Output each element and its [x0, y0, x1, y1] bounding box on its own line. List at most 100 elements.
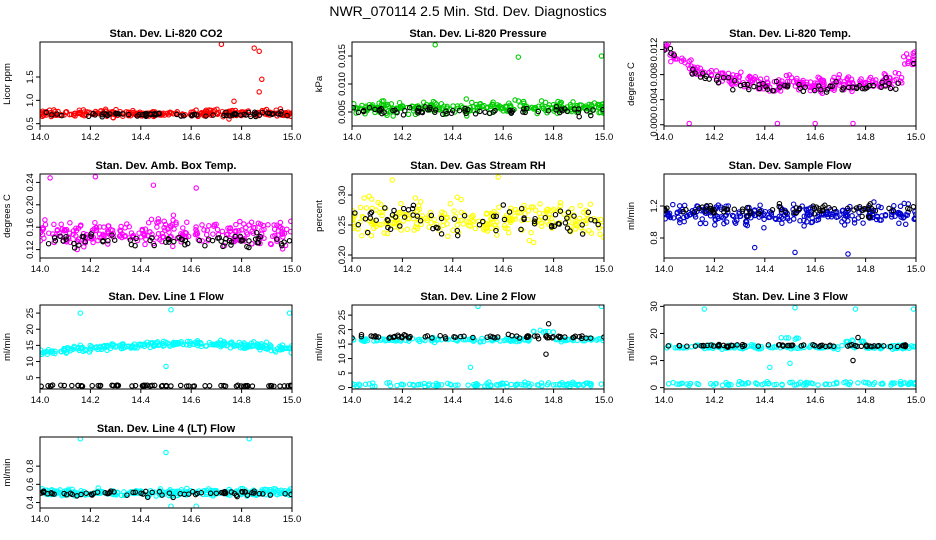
- data-point: [237, 233, 244, 240]
- y-axis-label: percent: [314, 200, 325, 232]
- data-point: [277, 383, 283, 389]
- data-point: [874, 213, 880, 219]
- y-tick-label: 10: [337, 353, 348, 364]
- data-point: [776, 213, 783, 220]
- data-point: [140, 491, 146, 497]
- data-point: [910, 58, 916, 64]
- data-point: [786, 218, 793, 224]
- data-point: [250, 339, 257, 345]
- data-point: [433, 382, 439, 389]
- data-point: [454, 194, 461, 201]
- plot-frame: [663, 173, 917, 259]
- data-point: [198, 489, 205, 496]
- data-point: [243, 343, 250, 349]
- data-point: [588, 382, 594, 389]
- x-tick-label: 14.8: [856, 132, 875, 143]
- data-point: [151, 242, 157, 249]
- data-point: [399, 381, 405, 388]
- y-tick-label: 1.0: [25, 94, 36, 107]
- data-point: [677, 208, 683, 215]
- outlier-point: [850, 357, 856, 364]
- x-tick-label: 15.0: [907, 395, 926, 406]
- data-point: [730, 72, 736, 78]
- data-point: [379, 209, 385, 216]
- data-point: [203, 487, 210, 494]
- data-point: [811, 205, 818, 212]
- data-point: [463, 96, 470, 102]
- data-point: [140, 382, 147, 389]
- data-point: [402, 211, 408, 218]
- data-point: [864, 343, 870, 350]
- data-point: [89, 382, 95, 389]
- data-point: [202, 383, 208, 389]
- data-point: [444, 214, 451, 221]
- y-axis-label: ml/min: [2, 333, 13, 361]
- y-tick-label: 0.012: [649, 38, 660, 62]
- data-point: [288, 491, 292, 498]
- data-point: [271, 383, 277, 389]
- data-point: [460, 221, 467, 227]
- outlier-point: [751, 244, 758, 251]
- data-point: [357, 382, 363, 389]
- data-point: [670, 379, 676, 386]
- data-point: [512, 206, 519, 213]
- data-point: [203, 107, 209, 113]
- data-point: [238, 383, 244, 389]
- panel-title: Stan. Dev. Gas Stream RH: [410, 160, 546, 172]
- data-point: [263, 339, 270, 346]
- data-point: [40, 490, 44, 496]
- data-point: [352, 219, 356, 226]
- y-tick-label: 1.5: [25, 70, 36, 83]
- data-point: [388, 101, 395, 107]
- x-tick-label: 14.2: [81, 395, 100, 406]
- panel-3: Stan. Dev. Li-820 Temp. 14.0 14.2 14.4 14.6 1…: [626, 28, 925, 143]
- data-point: [793, 209, 800, 216]
- data-point: [664, 42, 670, 49]
- data-point: [530, 239, 537, 246]
- data-point: [887, 85, 894, 92]
- data-point: [741, 81, 748, 88]
- x-tick-label: 14.4: [444, 264, 463, 275]
- data-point: [105, 237, 111, 244]
- data-point: [516, 210, 523, 216]
- plot-frame: [39, 41, 293, 127]
- data-point: [396, 209, 402, 216]
- outlier-point: [855, 334, 861, 341]
- data-point: [579, 222, 585, 228]
- data-point: [130, 109, 136, 116]
- data-point: [48, 490, 55, 496]
- data-point: [110, 342, 116, 349]
- data-point: [716, 343, 722, 349]
- data-point: [121, 489, 127, 495]
- outlier-point: [150, 182, 157, 188]
- data-point: [167, 343, 173, 349]
- data-point: [358, 331, 365, 338]
- data-point: [768, 209, 775, 216]
- data-point: [692, 70, 698, 76]
- data-point: [221, 382, 227, 389]
- outlier-point: [495, 174, 501, 180]
- y-tick-label: 0.004: [649, 88, 660, 112]
- outlier-point: [77, 310, 84, 316]
- data-point: [458, 209, 465, 216]
- data-point: [382, 205, 388, 211]
- plot-frame: [663, 304, 917, 390]
- x-tick-label: 14.0: [31, 264, 50, 275]
- x-tick-label: 15.0: [283, 395, 302, 406]
- data-point: [668, 58, 674, 65]
- data-point: [145, 219, 152, 226]
- data-point: [57, 233, 63, 239]
- outlier-point: [168, 503, 174, 508]
- data-point: [447, 200, 454, 207]
- data-point: [490, 99, 496, 105]
- data-point: [394, 109, 400, 116]
- data-point: [470, 334, 476, 341]
- data-point: [415, 381, 422, 388]
- data-point: [149, 382, 155, 389]
- data-point: [125, 491, 131, 498]
- data-point: [739, 206, 746, 212]
- panel-7: Stan. Dev. Line 1 Flow 14.0 14.2 14.4 14.6 14…: [2, 291, 301, 406]
- data-point: [747, 208, 753, 214]
- panel-title: Stan. Dev. Line 3 Flow: [732, 291, 848, 303]
- data-point: [184, 338, 191, 345]
